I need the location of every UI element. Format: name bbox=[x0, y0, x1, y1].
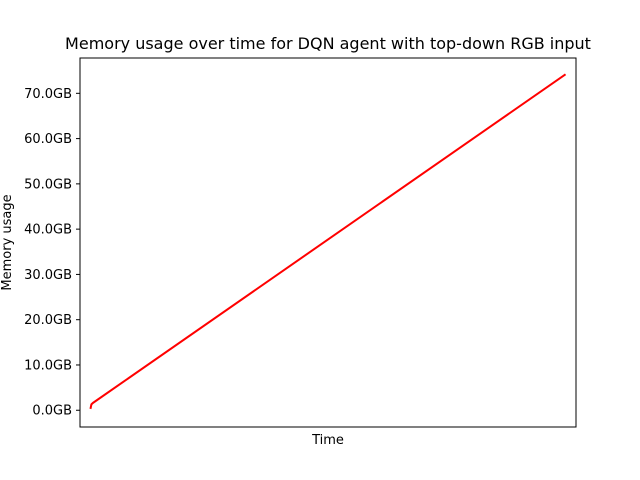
y-tick-label: 70.0GB bbox=[24, 87, 72, 102]
y-tick-label: 20.0GB bbox=[24, 313, 72, 328]
y-tick-label: 50.0GB bbox=[24, 177, 72, 192]
y-tick-label: 30.0GB bbox=[24, 268, 72, 283]
y-axis-label: Memory usage bbox=[0, 194, 15, 290]
y-tick-label: 0.0GB bbox=[32, 404, 72, 419]
y-tick-label: 10.0GB bbox=[24, 358, 72, 373]
memory-usage-series-line bbox=[89, 73, 567, 410]
plot-area bbox=[80, 58, 576, 427]
x-axis-label: Time bbox=[311, 433, 344, 448]
plot-frame bbox=[79, 57, 577, 428]
y-tick-label: 40.0GB bbox=[24, 223, 72, 238]
y-axis: 0.0GB 10.0GB 20.0GB 30.0GB 40.0GB 50.0GB 60.0G… bbox=[24, 87, 80, 419]
series-layer bbox=[89, 73, 567, 410]
chart-title: Memory usage over time for DQN agent wit… bbox=[65, 34, 591, 53]
y-tick-label: 60.0GB bbox=[24, 132, 72, 147]
